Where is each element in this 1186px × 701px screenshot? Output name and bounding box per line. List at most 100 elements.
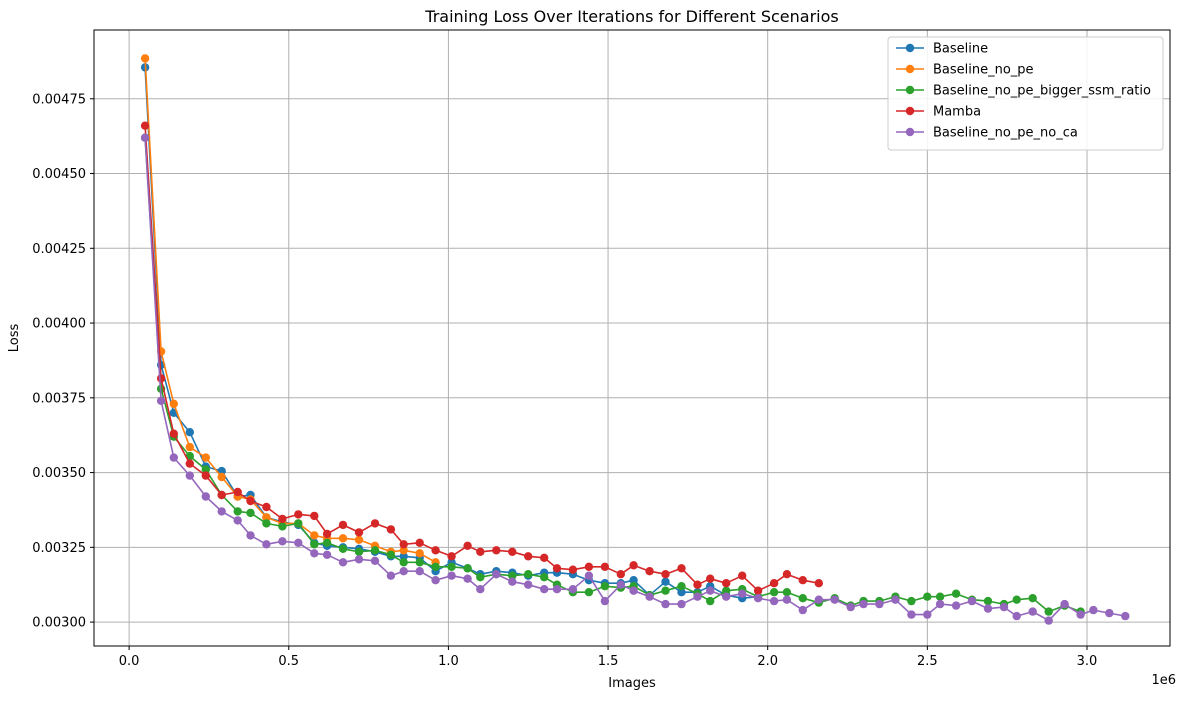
data-point — [677, 564, 686, 573]
data-point — [278, 514, 287, 524]
legend-item: Baseline_no_pe_bigger_ssm_ratio — [896, 84, 1151, 99]
data-point — [1012, 611, 1021, 621]
data-point — [524, 570, 533, 579]
data-point — [246, 531, 255, 540]
data-point — [1089, 605, 1098, 615]
data-point — [185, 459, 194, 468]
data-point — [185, 442, 194, 452]
data-point — [706, 586, 715, 595]
data-point — [600, 582, 610, 591]
data-point — [399, 546, 408, 555]
x-tick-label: 3.0 — [1077, 654, 1098, 669]
data-point — [185, 471, 194, 480]
data-point — [246, 508, 255, 518]
data-point — [661, 586, 670, 595]
data-point — [431, 562, 440, 571]
series-group — [140, 54, 1130, 625]
data-point — [753, 586, 763, 595]
data-point — [370, 519, 380, 528]
data-point — [508, 577, 517, 586]
data-point — [310, 549, 319, 558]
legend-swatch-marker — [905, 106, 915, 116]
data-point — [1012, 595, 1021, 604]
data-point — [354, 535, 364, 544]
data-point — [706, 574, 715, 583]
data-point — [233, 487, 242, 497]
data-point — [951, 601, 961, 610]
data-point — [951, 589, 961, 598]
data-point — [217, 490, 226, 500]
data-point — [262, 502, 271, 512]
data-point — [294, 538, 303, 547]
data-point — [201, 471, 210, 480]
data-point — [540, 585, 549, 594]
data-point — [463, 541, 472, 550]
data-point — [476, 573, 485, 582]
data-point — [677, 599, 686, 609]
data-point — [677, 582, 686, 591]
data-point — [661, 570, 670, 579]
data-point — [262, 540, 271, 549]
data-point — [782, 595, 792, 604]
data-point — [1076, 610, 1085, 619]
data-point — [233, 516, 242, 525]
data-point — [246, 496, 255, 506]
data-point — [1028, 594, 1037, 603]
data-point — [798, 594, 807, 603]
data-point — [661, 577, 670, 586]
y-tick-label: 0.00425 — [32, 242, 86, 257]
data-point — [907, 596, 916, 606]
data-point — [431, 546, 440, 555]
data-point — [830, 595, 839, 604]
data-point — [431, 576, 440, 585]
legend-item: Mamba — [896, 105, 981, 120]
data-point — [294, 519, 303, 528]
x-tick-label: 1.0 — [438, 654, 459, 669]
data-point — [415, 538, 424, 547]
x-axis-label: Images — [608, 676, 656, 691]
x-tick-label: 0.5 — [278, 654, 299, 669]
data-point — [476, 585, 485, 594]
data-point — [677, 588, 686, 597]
y-tick-label: 0.00475 — [32, 92, 86, 107]
data-point — [616, 570, 625, 579]
data-point — [814, 595, 823, 604]
data-point — [217, 472, 226, 482]
data-point — [983, 604, 993, 613]
data-point — [846, 602, 855, 612]
data-point — [322, 538, 332, 547]
legend-swatch-marker — [905, 64, 915, 74]
data-point — [693, 592, 702, 601]
data-point — [769, 588, 779, 597]
data-point — [370, 546, 380, 555]
legend-swatch-marker — [905, 127, 915, 137]
data-point — [935, 592, 945, 601]
data-point — [769, 596, 779, 606]
data-point — [1044, 607, 1053, 616]
data-point — [967, 596, 977, 606]
data-point — [629, 576, 638, 585]
data-point — [338, 520, 348, 530]
data-point — [156, 396, 166, 405]
data-point — [798, 605, 807, 615]
data-point — [999, 602, 1009, 612]
data-point — [508, 547, 517, 556]
data-point — [399, 552, 408, 561]
data-point — [508, 571, 517, 580]
legend: Baseline Baseline_no_pe Baseline_no_pe_big… — [887, 36, 1164, 151]
data-point — [463, 574, 472, 583]
data-point — [722, 586, 731, 595]
legend-label: Baseline_no_pe — [933, 63, 1034, 78]
y-axis-label: Loss — [7, 324, 22, 353]
legend-item: Baseline_no_pe_no_ca — [896, 126, 1078, 141]
data-point — [738, 589, 747, 598]
x-axis-offset-label: 1e6 — [1151, 673, 1176, 688]
legend-label: Baseline — [933, 42, 988, 57]
data-point — [370, 556, 380, 565]
data-point — [891, 595, 900, 604]
data-point — [616, 580, 625, 589]
chart-title: Training Loss Over Iterations for Differ… — [424, 7, 838, 26]
data-point — [875, 599, 884, 609]
data-point — [322, 529, 332, 539]
